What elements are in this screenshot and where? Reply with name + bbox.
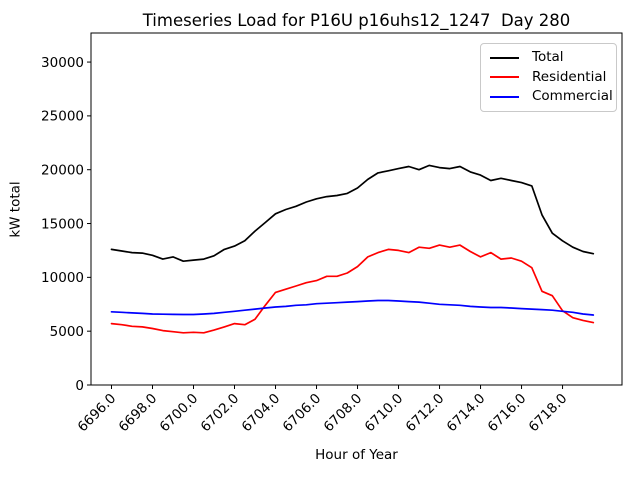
legend-entry-commercial: Commercial: [481, 90, 616, 104]
y-axis-label: kW total: [7, 181, 24, 238]
series-line-commercial: [110, 299, 595, 316]
y-tick-label: 15000: [41, 216, 84, 232]
x-tick-label: 6710.0: [362, 391, 407, 436]
series-line-residential: [110, 244, 595, 334]
y-tick-label: 25000: [41, 109, 84, 125]
y-tick-label: 5000: [50, 324, 84, 340]
residential-line-swatch: [490, 76, 519, 79]
x-axis-label: Hour of Year: [315, 447, 398, 463]
y-tick-label: 20000: [41, 163, 84, 179]
x-tick-label: 6702.0: [198, 391, 243, 436]
legend-entry-residential: Residential: [481, 68, 616, 85]
x-tick-label: 6696.0: [75, 391, 120, 436]
x-tick-label: 6704.0: [239, 391, 284, 436]
legend-label-commercial: Commercial: [532, 88, 613, 105]
x-tick-label: 6718.0: [526, 391, 571, 436]
legend-label-residential: Residential: [532, 68, 607, 85]
y-tick-label: 30000: [41, 55, 84, 71]
x-tick-label: 6708.0: [321, 391, 366, 436]
x-tick-label: 6716.0: [485, 391, 530, 436]
y-tick-label: 0: [75, 378, 84, 394]
x-tick-label: 6714.0: [444, 391, 489, 436]
legend-label-total: Total: [532, 49, 564, 66]
legend-entry-total: Total: [481, 51, 616, 65]
x-tick-label: 6706.0: [280, 391, 325, 436]
x-tick-label: 6700.0: [157, 391, 202, 436]
legend-box: Total Residential Commercial: [480, 43, 617, 112]
plot-border: [90, 32, 623, 386]
x-tick-label: 6712.0: [403, 391, 448, 436]
x-tick-label: 6698.0: [116, 391, 161, 436]
chart-title: Timeseries Load for P16U p16uhs12_1247 D…: [142, 11, 571, 30]
commercial-line-swatch: [490, 96, 519, 99]
series-line-total: [110, 164, 595, 263]
y-tick-label: 10000: [41, 270, 84, 286]
total-line-swatch: [490, 56, 519, 59]
